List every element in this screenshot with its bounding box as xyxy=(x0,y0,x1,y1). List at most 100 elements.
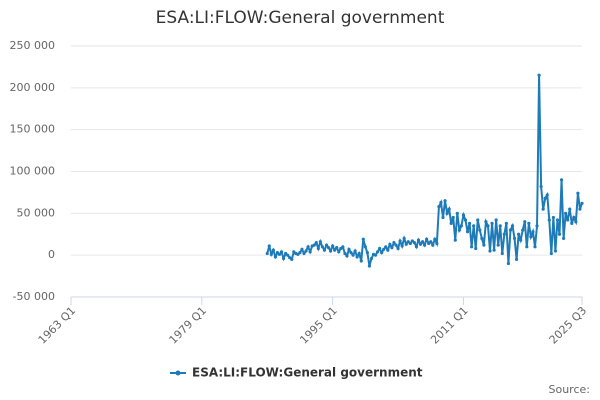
point xyxy=(328,249,333,253)
point xyxy=(498,224,502,228)
point xyxy=(286,253,290,257)
point xyxy=(541,207,545,211)
point xyxy=(494,218,498,222)
point xyxy=(482,243,486,247)
point xyxy=(566,218,570,222)
point xyxy=(343,251,347,256)
point xyxy=(408,241,412,246)
point xyxy=(476,218,480,222)
point xyxy=(451,215,455,220)
source: Source: xyxy=(549,383,591,396)
series-line xyxy=(266,75,583,267)
point xyxy=(459,224,464,228)
point xyxy=(580,201,584,205)
point xyxy=(308,250,312,254)
point xyxy=(557,232,562,236)
point xyxy=(357,251,361,256)
point xyxy=(465,230,470,234)
point xyxy=(517,232,521,236)
y-tick-label: 50 000 xyxy=(17,206,56,219)
point xyxy=(418,242,423,246)
point xyxy=(279,250,284,254)
point xyxy=(312,243,316,247)
point xyxy=(425,237,429,241)
point xyxy=(535,224,539,228)
point xyxy=(337,250,341,254)
point xyxy=(525,245,529,249)
y-tick-label: 100 000 xyxy=(10,165,56,178)
point xyxy=(488,249,492,253)
point xyxy=(290,257,294,261)
point xyxy=(506,261,511,266)
point xyxy=(564,211,568,215)
point xyxy=(347,247,351,251)
point xyxy=(521,228,525,232)
point xyxy=(441,215,445,220)
point xyxy=(281,256,286,261)
point xyxy=(322,248,327,252)
point xyxy=(574,220,578,224)
point xyxy=(572,215,576,220)
point xyxy=(433,237,437,241)
point xyxy=(519,238,523,242)
point xyxy=(514,257,519,261)
point xyxy=(306,245,310,249)
point xyxy=(382,247,386,251)
point xyxy=(384,245,388,249)
point xyxy=(331,244,335,248)
point xyxy=(562,236,566,241)
point xyxy=(431,243,435,247)
point xyxy=(568,207,572,211)
point xyxy=(269,252,273,256)
point xyxy=(390,246,394,250)
point xyxy=(265,251,269,256)
point xyxy=(547,218,551,222)
point xyxy=(453,238,457,242)
point xyxy=(367,264,372,268)
point xyxy=(302,251,306,256)
point xyxy=(396,246,400,251)
point xyxy=(361,237,365,241)
point xyxy=(349,251,353,255)
point xyxy=(404,242,408,246)
point xyxy=(416,238,421,242)
point xyxy=(373,253,378,257)
x-tick-label: 1979 Q1 xyxy=(167,304,210,347)
point xyxy=(449,221,453,225)
point xyxy=(388,242,392,246)
point xyxy=(304,249,308,253)
point xyxy=(326,246,331,250)
point xyxy=(539,184,543,189)
point xyxy=(318,240,322,244)
point xyxy=(529,235,533,239)
point xyxy=(496,243,500,247)
point xyxy=(512,236,517,241)
point xyxy=(345,254,349,258)
point xyxy=(398,239,402,243)
point xyxy=(351,253,355,257)
point xyxy=(486,224,490,228)
y-tick-label: 250 000 xyxy=(10,39,56,52)
point xyxy=(467,221,472,225)
legend-label: ESA:LI:FLOW:General government xyxy=(192,366,423,380)
point xyxy=(333,248,337,252)
point xyxy=(376,250,380,254)
point xyxy=(445,211,449,215)
point xyxy=(369,256,374,261)
point xyxy=(478,228,482,232)
point xyxy=(400,244,404,248)
point xyxy=(531,230,535,234)
point xyxy=(335,246,339,250)
point xyxy=(392,241,396,245)
point xyxy=(500,251,504,256)
point xyxy=(271,248,275,252)
x-tick-label: 2011 Q1 xyxy=(428,304,471,347)
point xyxy=(447,207,451,211)
point xyxy=(455,211,459,215)
point xyxy=(359,259,363,263)
point xyxy=(435,241,439,246)
point xyxy=(492,248,496,252)
point xyxy=(549,251,553,256)
point xyxy=(341,245,345,249)
